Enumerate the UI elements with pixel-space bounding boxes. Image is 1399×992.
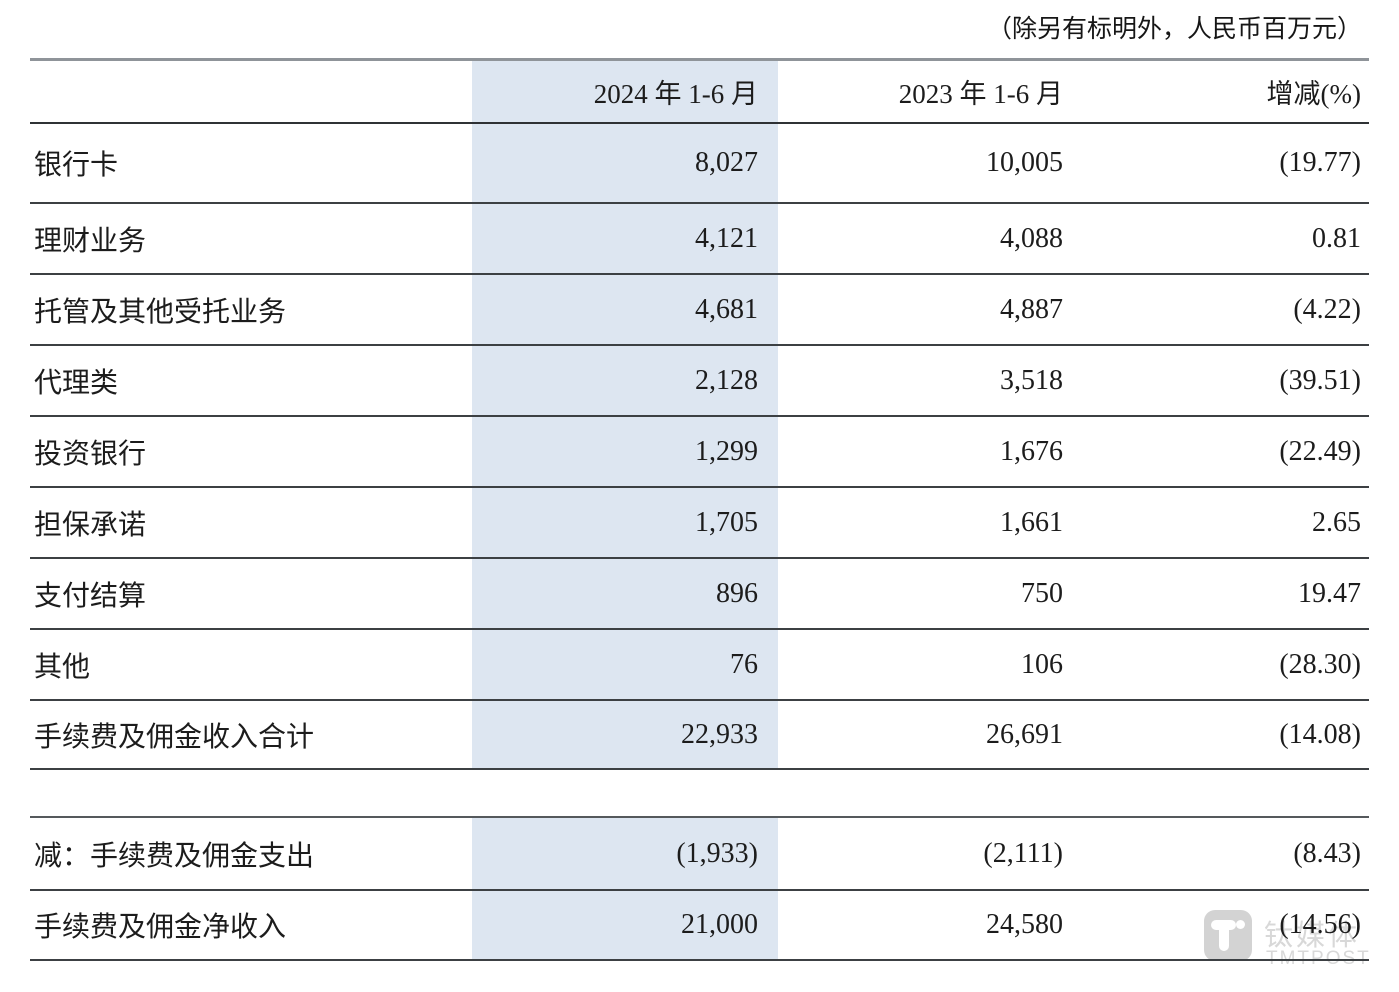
fee-income-table: 2024 年 1-6 月 2023 年 1-6 月 增减(%) 银行卡 8,02… <box>30 58 1369 961</box>
header-2023: 2023 年 1-6 月 <box>898 79 1063 109</box>
value-2024: 2,128 <box>472 346 778 415</box>
row-label: 其他 <box>34 651 91 683</box>
value-2024: 896 <box>472 559 778 628</box>
value-2023: 1,676 <box>1000 435 1063 467</box>
value-2023: 26,691 <box>986 718 1063 750</box>
row-label: 银行卡 <box>34 150 119 181</box>
tmtpost-logo-icon <box>1204 910 1252 961</box>
row-label: 减：手续费及佣金支出 <box>34 840 315 872</box>
value-2023: (2,111) <box>983 837 1063 869</box>
logo-dot-icon <box>1236 920 1245 929</box>
table-row-total: 手续费及佣金收入合计 22,933 26,691 (14.08) <box>30 701 1369 770</box>
value-2024: 4,681 <box>472 275 778 344</box>
table-row: 减：手续费及佣金支出 (1,933) (2,111) (8.43) <box>30 818 1369 891</box>
table-row: 代理类 2,128 3,518 (39.51) <box>30 346 1369 417</box>
tmtpost-watermark: 钛媒体 TMTPOST <box>1204 906 1394 976</box>
table-header-row: 2024 年 1-6 月 2023 年 1-6 月 增减(%) <box>30 58 1369 124</box>
value-2024: 8,027 <box>472 124 778 202</box>
section-gap <box>30 770 1369 816</box>
value-change: (19.77) <box>1279 147 1361 178</box>
value-2023: 3,518 <box>1000 364 1063 396</box>
table-row: 其他 76 106 (28.30) <box>30 630 1369 701</box>
table-row: 支付结算 896 750 19.47 <box>30 559 1369 630</box>
value-2023: 10,005 <box>986 147 1063 178</box>
value-change: (14.56) <box>1279 909 1361 940</box>
value-change: (14.08) <box>1279 718 1361 750</box>
value-2023: 4,887 <box>1000 293 1063 325</box>
header-change: 增减(%) <box>1266 79 1361 109</box>
watermark-brand: TMTPOST <box>1266 948 1371 969</box>
value-2023: 750 <box>1021 577 1063 609</box>
value-2024: 1,705 <box>472 488 778 557</box>
row-label: 手续费及佣金净收入 <box>34 912 287 943</box>
value-change: (8.43) <box>1293 837 1361 869</box>
row-label: 投资银行 <box>34 438 147 470</box>
value-change: (22.49) <box>1279 435 1361 467</box>
value-2024: 1,299 <box>472 417 778 486</box>
value-2024: 76 <box>472 630 778 699</box>
value-2024: (1,933) <box>472 818 778 889</box>
row-label: 代理类 <box>34 367 119 399</box>
row-label: 托管及其他受托业务 <box>34 296 287 328</box>
table-row-net-total: 手续费及佣金净收入 21,000 24,580 (14.56) <box>30 891 1369 961</box>
net-income-section: 减：手续费及佣金支出 (1,933) (2,111) (8.43) 手续费及佣金… <box>30 816 1369 961</box>
header-2024: 2024 年 1-6 月 <box>472 61 778 122</box>
table-row: 理财业务 4,121 4,088 0.81 <box>30 204 1369 275</box>
row-label: 理财业务 <box>34 225 147 257</box>
table-row: 投资银行 1,299 1,676 (22.49) <box>30 417 1369 488</box>
value-change: (4.22) <box>1293 293 1361 325</box>
header-blank <box>30 61 472 122</box>
value-change: 2.65 <box>1312 506 1361 538</box>
value-2024: 21,000 <box>472 891 778 959</box>
value-change: (39.51) <box>1279 364 1361 396</box>
value-2024: 22,933 <box>472 701 778 768</box>
value-2023: 106 <box>1021 648 1063 680</box>
unit-note: （除另有标明外，人民币百万元） <box>986 16 1362 43</box>
value-2024: 4,121 <box>472 204 778 273</box>
row-label: 手续费及佣金收入合计 <box>34 721 315 753</box>
value-change: (28.30) <box>1279 648 1361 680</box>
value-change: 19.47 <box>1298 577 1361 609</box>
value-change: 0.81 <box>1312 222 1361 254</box>
table-row: 银行卡 8,027 10,005 (19.77) <box>30 124 1369 204</box>
row-label: 支付结算 <box>34 580 147 612</box>
row-label: 担保承诺 <box>34 509 147 541</box>
table-row: 担保承诺 1,705 1,661 2.65 <box>30 488 1369 559</box>
value-2023: 4,088 <box>1000 222 1063 254</box>
value-2023: 24,580 <box>986 909 1063 940</box>
value-2023: 1,661 <box>1000 506 1063 538</box>
table-row: 托管及其他受托业务 4,681 4,887 (4.22) <box>30 275 1369 346</box>
watermark-name: 钛媒体 <box>1264 920 1361 952</box>
